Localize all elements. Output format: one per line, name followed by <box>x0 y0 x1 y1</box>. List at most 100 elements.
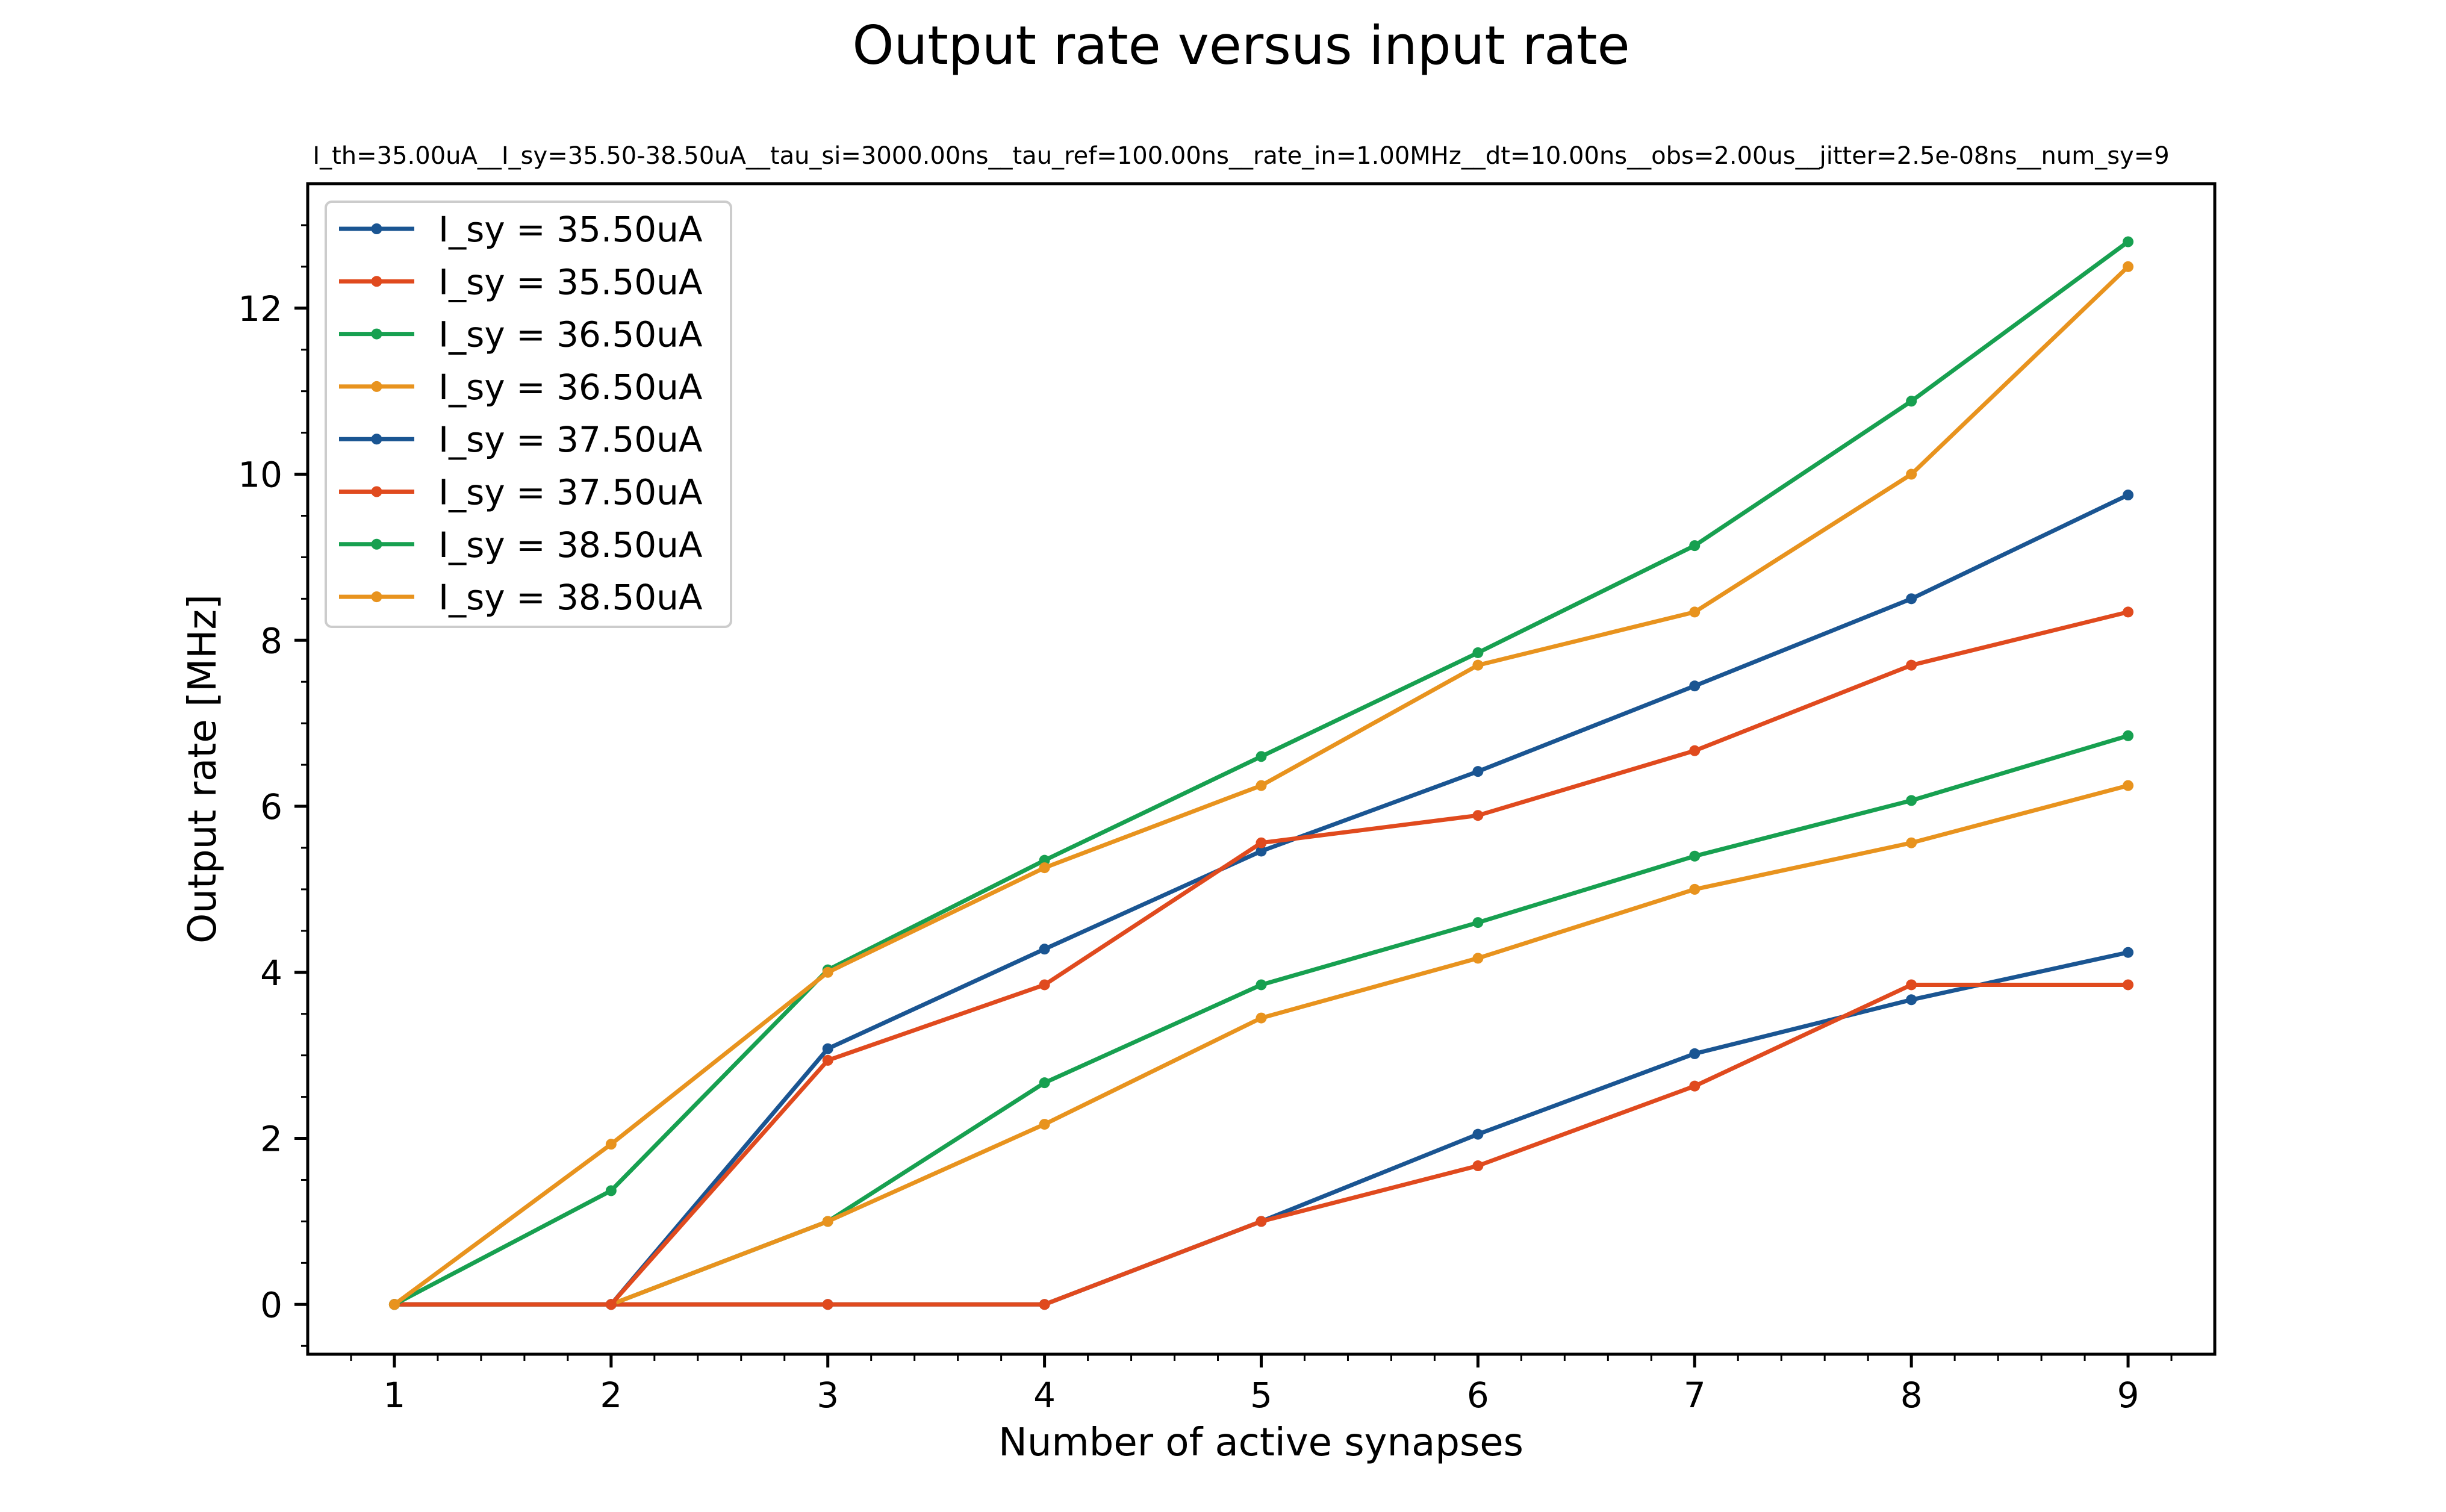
x-tick-label-3: 3 <box>817 1375 839 1416</box>
x-tick-label-8: 8 <box>1900 1375 1923 1416</box>
legend-entry-4: I_sy = 36.50uA <box>339 367 703 408</box>
data-point <box>1689 850 1701 862</box>
data-point <box>1689 1048 1701 1059</box>
data-point <box>1039 979 1050 991</box>
data-point <box>1039 862 1050 874</box>
data-point <box>2123 490 2134 501</box>
data-point <box>388 1299 400 1310</box>
data-point <box>1039 1119 1050 1130</box>
x-tick-label-7: 7 <box>1684 1375 1706 1416</box>
legend-swatch-marker <box>371 328 382 340</box>
legend-label: I_sy = 38.50uA <box>438 577 703 618</box>
data-point <box>1256 837 1267 848</box>
data-point <box>1256 780 1267 791</box>
series-lines <box>388 236 2134 1310</box>
data-point <box>2123 730 2134 741</box>
data-point <box>1256 1012 1267 1024</box>
data-point <box>1256 845 1267 857</box>
data-point <box>1689 745 1701 756</box>
data-point <box>605 1139 617 1150</box>
legend-label: I_sy = 36.50uA <box>438 314 703 355</box>
data-point <box>1256 1216 1267 1227</box>
data-point <box>822 1299 833 1310</box>
data-point <box>605 1185 617 1196</box>
data-point <box>1906 659 1917 671</box>
legend-swatch-marker <box>371 223 382 234</box>
legend-box <box>325 201 732 628</box>
chart-title: Output rate versus input rate <box>852 14 1629 76</box>
legend-label: I_sy = 37.50uA <box>438 472 703 513</box>
data-point <box>1472 659 1484 671</box>
legend-entry-8: I_sy = 38.50uA <box>339 577 703 618</box>
series-8 <box>388 261 2134 1310</box>
data-point <box>2123 780 2134 791</box>
y-tick-label-6: 6 <box>260 786 282 827</box>
data-point <box>1039 944 1050 955</box>
y-tick-label-4: 4 <box>260 953 282 994</box>
data-point <box>1039 1077 1050 1089</box>
data-point <box>1256 751 1267 762</box>
y-tick-label-2: 2 <box>260 1119 282 1160</box>
legend: I_sy = 35.50uA I_sy = 35.50uA I_sy = 36.50… <box>325 201 732 628</box>
legend-label: I_sy = 35.50uA <box>438 261 703 302</box>
data-point <box>1472 647 1484 658</box>
data-point <box>1256 979 1267 991</box>
data-point <box>822 1054 833 1066</box>
legend-swatch-marker <box>371 486 382 497</box>
data-point <box>1689 883 1701 895</box>
data-point <box>1472 1128 1484 1140</box>
legend-entry-6: I_sy = 37.50uA <box>339 472 703 513</box>
legend-label: I_sy = 38.50uA <box>438 524 703 565</box>
legend-label: I_sy = 35.50uA <box>438 209 703 250</box>
data-point <box>822 1043 833 1054</box>
series-6 <box>388 606 2134 1310</box>
legend-entry-2: I_sy = 35.50uA <box>339 261 703 302</box>
legend-swatch-marker <box>371 381 382 392</box>
y-axis-label: Output rate [MHz] <box>181 594 225 944</box>
chart-subtitle: I_th=35.00uA__I_sy=35.50-38.50uA__tau_si… <box>313 142 2169 170</box>
axis-ticks <box>294 224 2173 1367</box>
data-point <box>1689 606 1701 618</box>
x-tick-label-5: 5 <box>1250 1375 1272 1416</box>
legend-entries: I_sy = 35.50uA I_sy = 35.50uA I_sy = 36.50… <box>339 209 703 618</box>
data-point <box>2123 261 2134 272</box>
data-point <box>1906 837 1917 848</box>
x-tick-label-2: 2 <box>600 1375 622 1416</box>
data-point <box>605 1299 617 1310</box>
plot-area <box>388 236 2134 1310</box>
data-point <box>1906 468 1917 480</box>
legend-swatch-marker <box>371 276 382 287</box>
legend-entry-1: I_sy = 35.50uA <box>339 209 703 250</box>
data-point <box>1689 680 1701 692</box>
legend-entry-7: I_sy = 38.50uA <box>339 524 703 565</box>
data-point <box>1906 979 1917 991</box>
data-point <box>1472 917 1484 929</box>
y-tick-label-8: 8 <box>260 620 282 661</box>
data-point <box>1689 540 1701 552</box>
data-point <box>1039 854 1050 866</box>
data-point <box>1906 994 1917 1006</box>
legend-swatch-marker <box>371 538 382 550</box>
data-point <box>1472 1160 1484 1172</box>
legend-label: I_sy = 37.50uA <box>438 419 703 460</box>
legend-entry-5: I_sy = 37.50uA <box>339 419 703 460</box>
legend-swatch-marker <box>371 434 382 445</box>
data-point <box>822 1216 833 1227</box>
data-point <box>2123 236 2134 247</box>
x-tick-label-9: 9 <box>2117 1375 2139 1416</box>
y-tick-label-0: 0 <box>260 1284 282 1325</box>
data-point <box>2123 979 2134 991</box>
x-axis-label: Number of active synapses <box>998 1420 1523 1465</box>
data-point <box>1906 396 1917 407</box>
legend-entry-3: I_sy = 36.50uA <box>339 314 703 355</box>
x-tick-label-6: 6 <box>1467 1375 1489 1416</box>
data-point <box>1472 953 1484 964</box>
data-point <box>1689 1080 1701 1092</box>
data-point <box>822 966 833 978</box>
y-tick-label-12: 12 <box>238 288 282 329</box>
data-point <box>1472 810 1484 821</box>
x-tick-label-1: 1 <box>384 1375 406 1416</box>
x-tick-label-4: 4 <box>1033 1375 1056 1416</box>
